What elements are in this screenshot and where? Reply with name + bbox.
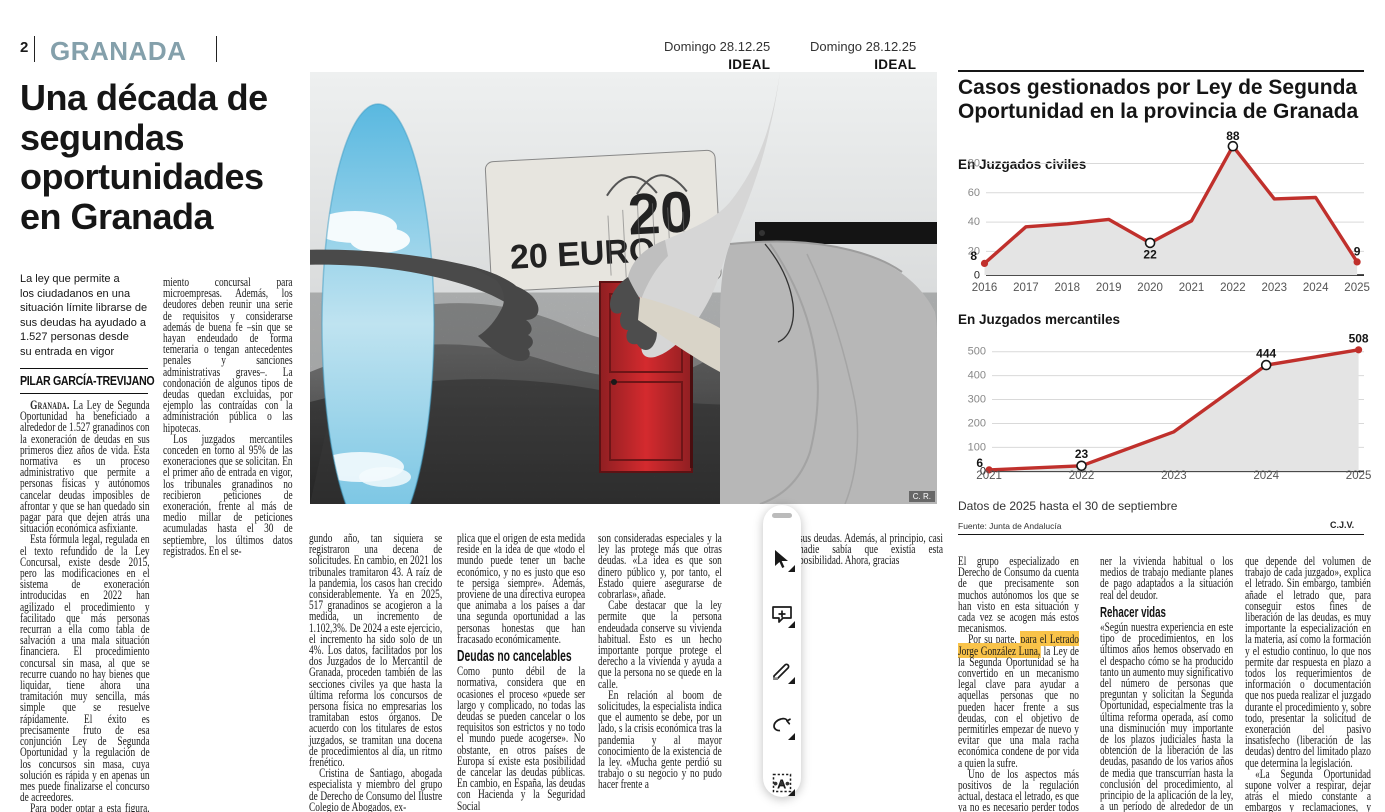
svg-text:40: 40 [968, 216, 980, 228]
svg-text:200: 200 [968, 418, 986, 430]
svg-text:22: 22 [1143, 248, 1157, 262]
svg-text:2025: 2025 [1346, 470, 1372, 482]
svg-text:2024: 2024 [1253, 470, 1279, 482]
svg-text:2018: 2018 [1055, 282, 1081, 294]
svg-text:0: 0 [974, 270, 980, 282]
svg-text:80: 80 [968, 158, 980, 170]
svg-text:2023: 2023 [1161, 470, 1187, 482]
svg-text:500: 500 [968, 346, 986, 358]
svg-text:60: 60 [968, 187, 980, 199]
svg-text:2022: 2022 [1069, 470, 1095, 482]
svg-text:6: 6 [976, 456, 983, 470]
svg-text:300: 300 [968, 394, 986, 406]
svg-text:444: 444 [1256, 347, 1276, 361]
svg-text:2025: 2025 [1344, 282, 1370, 294]
svg-text:2021: 2021 [1179, 282, 1205, 294]
svg-text:2023: 2023 [1262, 282, 1288, 294]
svg-text:2021: 2021 [976, 470, 1002, 482]
svg-text:23: 23 [1075, 447, 1089, 461]
svg-text:2022: 2022 [1220, 282, 1246, 294]
svg-text:100: 100 [968, 441, 986, 453]
svg-text:400: 400 [968, 370, 986, 382]
svg-text:508: 508 [1349, 332, 1369, 346]
svg-text:2024: 2024 [1303, 282, 1329, 294]
svg-text:9: 9 [1354, 245, 1361, 259]
svg-text:2019: 2019 [1096, 282, 1122, 294]
svg-text:8: 8 [970, 249, 977, 263]
svg-text:88: 88 [1226, 129, 1240, 143]
svg-text:2017: 2017 [1013, 282, 1039, 294]
svg-text:2016: 2016 [972, 282, 998, 294]
svg-text:2020: 2020 [1137, 282, 1163, 294]
